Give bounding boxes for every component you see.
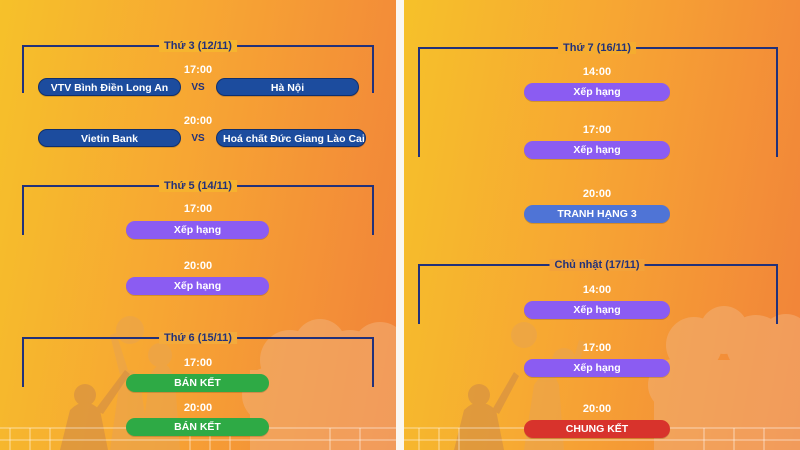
panel-divider bbox=[396, 0, 404, 450]
day-label: Thứ 3 (12/11) bbox=[159, 40, 237, 52]
match-time: 20:00 bbox=[183, 115, 213, 127]
vs-label: VS bbox=[191, 82, 205, 93]
away-team-pill: Hà Nội bbox=[216, 78, 359, 96]
ranking-pill: Xếp hạng bbox=[524, 301, 670, 319]
semifinal-pill: BÁN KẾT bbox=[126, 374, 269, 392]
match-time: 20:00 bbox=[183, 260, 213, 272]
day-label: Thứ 6 (15/11) bbox=[159, 332, 237, 344]
day-label: Chủ nhật (17/11) bbox=[549, 259, 645, 271]
away-team-pill: Hoá chất Đức Giang Lào Cai bbox=[216, 129, 366, 147]
ranking-pill: Xếp hạng bbox=[126, 277, 269, 295]
match-time: 14:00 bbox=[582, 66, 612, 78]
match-time: 17:00 bbox=[582, 342, 612, 354]
ranking-pill: Xếp hạng bbox=[524, 141, 670, 159]
final-pill: CHUNG KẾT bbox=[524, 420, 670, 438]
match-time: 20:00 bbox=[582, 403, 612, 415]
vs-label: VS bbox=[191, 133, 205, 144]
left-panel: Thứ 3 (12/11) 17:00 VTV Bình Điền Long A… bbox=[0, 0, 396, 450]
match-time: 17:00 bbox=[582, 124, 612, 136]
match-time: 17:00 bbox=[183, 64, 213, 76]
day-label: Thứ 7 (16/11) bbox=[558, 42, 636, 54]
ranking-pill: Xếp hạng bbox=[524, 359, 670, 377]
match-time: 20:00 bbox=[183, 402, 213, 414]
match-time: 17:00 bbox=[183, 203, 213, 215]
day-label: Thứ 5 (14/11) bbox=[159, 180, 237, 192]
home-team-pill: Vietin Bank bbox=[38, 129, 181, 147]
third-place-pill: TRANH HẠNG 3 bbox=[524, 205, 670, 223]
semifinal-pill: BÁN KẾT bbox=[126, 418, 269, 436]
match-time: 17:00 bbox=[183, 357, 213, 369]
home-team-pill: VTV Bình Điền Long An bbox=[38, 78, 181, 96]
match-time: 14:00 bbox=[582, 284, 612, 296]
right-panel: Thứ 7 (16/11) 14:00 Xếp hạng 17:00 Xếp h… bbox=[404, 0, 800, 450]
ranking-pill: Xếp hạng bbox=[524, 83, 670, 101]
ranking-pill: Xếp hạng bbox=[126, 221, 269, 239]
match-time: 20:00 bbox=[582, 188, 612, 200]
